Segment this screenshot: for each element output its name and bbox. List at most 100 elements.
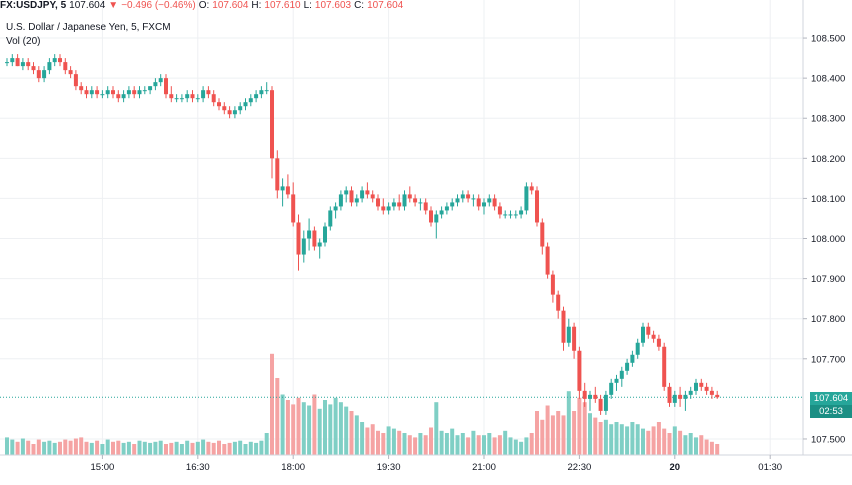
volume-bar	[100, 444, 105, 455]
volume-bar	[280, 394, 285, 455]
last-price-tag: 107.604	[810, 392, 852, 405]
candle-body	[529, 186, 534, 191]
volume-bar	[254, 442, 259, 455]
volume-bar	[572, 411, 577, 455]
candle-body	[42, 70, 47, 79]
candle-body	[699, 382, 704, 387]
volume-bar	[354, 415, 359, 455]
symbol-label[interactable]: FX:USDJPY, 5	[0, 0, 67, 11]
volume-bar	[328, 404, 333, 455]
candle-body	[391, 202, 396, 207]
volume-bar	[455, 435, 460, 455]
candle-body	[132, 90, 137, 95]
volume-bar	[603, 419, 608, 455]
candle-body	[646, 326, 651, 335]
candle-body	[630, 354, 635, 363]
candle-body	[625, 362, 630, 371]
candle-body	[593, 394, 598, 399]
volume-bar	[402, 433, 407, 455]
time-tick-label: 20	[670, 462, 681, 473]
volume-bar	[79, 437, 84, 455]
volume-bar	[164, 444, 168, 455]
volume-bar	[683, 435, 688, 455]
candle-body	[413, 198, 418, 203]
volume-bar	[344, 406, 349, 455]
volume-bar	[704, 439, 709, 455]
volume-bar	[148, 442, 153, 455]
volume-bar	[264, 433, 269, 455]
volume-bar	[259, 440, 264, 455]
volume-bar	[503, 430, 508, 455]
volume-bar	[116, 440, 121, 455]
candle-body	[429, 210, 433, 223]
low-label: L:	[303, 0, 312, 11]
candle-body	[5, 62, 9, 64]
candle-body	[126, 90, 131, 95]
candle-body	[619, 370, 624, 379]
volume-bar	[195, 441, 200, 455]
candle-body	[291, 194, 296, 223]
volume-bar	[142, 441, 147, 455]
candle-body	[100, 94, 105, 96]
candle-body	[47, 62, 52, 71]
candle-body	[296, 222, 301, 255]
candle-body	[137, 90, 142, 95]
low-value: 107.603	[314, 0, 352, 11]
volume-bar	[42, 441, 47, 455]
volume-bar	[63, 439, 68, 455]
time-tick-label: 01:30	[758, 462, 782, 473]
price-axis[interactable]: 108.500 108.400 108.300 108.200 108.100 108.0…	[803, 34, 845, 446]
candle-body	[206, 90, 211, 95]
candle-body	[79, 86, 84, 91]
volume-bar	[662, 428, 667, 455]
candle-body	[545, 246, 550, 275]
volume-bar	[333, 397, 338, 455]
volume-bar	[58, 441, 62, 455]
candle-body	[254, 94, 259, 99]
time-tick-label: 19:30	[377, 462, 401, 473]
volume-bar	[487, 433, 492, 455]
volume-bar	[84, 441, 89, 455]
volume-bar	[540, 419, 545, 455]
candle-body	[179, 98, 184, 100]
open-label: O:	[198, 0, 210, 11]
candle-body	[503, 214, 508, 216]
high-label: H:	[251, 0, 262, 11]
close-value: 107.604	[367, 0, 404, 11]
candle-body	[535, 190, 539, 223]
time-axis[interactable]: 15:0016:3018:0019:3021:0022:302001:3003:…	[91, 455, 852, 473]
candle-body	[582, 390, 587, 399]
candle-body	[450, 202, 455, 207]
volume-bar	[513, 439, 518, 455]
volume-bar	[476, 435, 481, 455]
symbol-header: FX:USDJPY, 5 107.604 ▼ −0.496 (−0.46%) O: 107…	[0, 0, 852, 14]
volume-bar	[582, 402, 587, 455]
volume-bar	[386, 426, 391, 455]
candle-body	[381, 206, 386, 211]
candle-body	[301, 238, 306, 255]
high-value: 107.610	[264, 0, 301, 11]
candle-body	[201, 90, 206, 99]
volume-bar	[423, 435, 428, 455]
candle-body	[185, 94, 190, 99]
candle-body	[439, 210, 444, 215]
volume-bar	[434, 402, 439, 455]
volume-bar	[656, 422, 661, 455]
candle-body	[15, 58, 20, 67]
candle-body	[31, 66, 36, 71]
volume-indicator-label[interactable]: Vol (20)	[6, 36, 41, 47]
candle-body	[662, 346, 667, 387]
volume-bar	[614, 422, 619, 455]
candle-body	[651, 334, 656, 339]
candle-body	[588, 394, 592, 399]
volume-bar	[243, 444, 248, 455]
candle-body	[513, 214, 518, 216]
time-tick-label: 22:30	[568, 462, 592, 473]
volume-bar	[413, 437, 418, 455]
candle-body	[609, 382, 614, 395]
candle-body	[641, 326, 645, 343]
volume-bar	[5, 437, 9, 455]
volume-bar	[635, 424, 640, 455]
candle-body	[238, 106, 243, 111]
